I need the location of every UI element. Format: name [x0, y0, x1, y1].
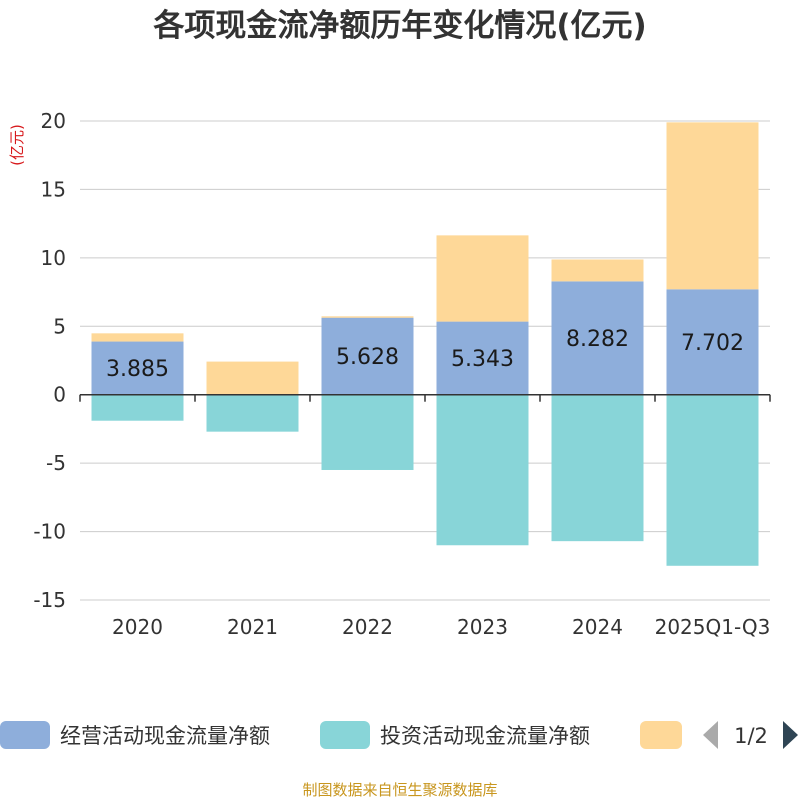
x-tick-label: 2023: [457, 615, 508, 639]
x-tick-label: 2020: [112, 615, 163, 639]
bar-series-2-2022[interactable]: [321, 316, 414, 318]
x-tick-label: 2024: [572, 615, 623, 639]
y-tick-label: 5: [53, 314, 66, 338]
y-tick-label: 0: [53, 383, 66, 407]
bar-series-0-2022[interactable]: [321, 317, 414, 395]
bar-series-2-2021[interactable]: [206, 361, 299, 395]
bar-series-2-2020[interactable]: [91, 333, 184, 342]
data-labels: 3.885 5.628 5.343 8.282 7.702: [106, 327, 744, 382]
bar-series-0-2024[interactable]: [551, 281, 644, 395]
bars: [91, 122, 759, 566]
y-tick-label: -15: [33, 588, 66, 612]
bar-series-2-2025Q1-Q3[interactable]: [666, 122, 759, 290]
y-tick-label: 10: [41, 246, 66, 270]
y-tick-label: -10: [33, 520, 66, 544]
chart-title: 各项现金流净额历年变化情况(亿元): [152, 8, 646, 44]
y-axis-ticks: 20 15 10 5 0 -5 -10 -15: [33, 109, 66, 612]
x-axis: [79, 393, 771, 402]
y-tick-label: 15: [41, 177, 66, 201]
legend-swatch-operating[interactable]: [0, 721, 50, 749]
legend-page-indicator: 1/2: [734, 724, 768, 748]
data-label-operating: 5.343: [451, 347, 514, 372]
y-axis-unit-label: (亿元): [8, 124, 26, 166]
x-axis-ticks: 2020 2021 2022 2023 2024 2025Q1-Q3: [112, 615, 770, 639]
bar-series-2-2024[interactable]: [551, 259, 644, 282]
legend: 经营活动现金流量净额 投资活动现金流量净额 1/2: [0, 721, 798, 749]
data-label-operating: 5.628: [336, 345, 399, 370]
legend-prev-page-icon[interactable]: [703, 721, 718, 749]
bar-series-1-2025Q1-Q3[interactable]: [666, 394, 759, 566]
bar-series-1-2022[interactable]: [321, 394, 414, 470]
legend-next-page-icon[interactable]: [783, 721, 798, 749]
x-tick-label: 2022: [342, 615, 393, 639]
x-tick-label: 2021: [227, 615, 278, 639]
legend-swatch-financing[interactable]: [640, 721, 682, 749]
bar-series-0-2023[interactable]: [436, 321, 529, 395]
bar-series-0-2025Q1-Q3[interactable]: [666, 289, 759, 395]
data-label-operating: 8.282: [566, 327, 629, 352]
y-tick-label: 20: [41, 109, 66, 133]
bar-series-0-2020[interactable]: [91, 341, 184, 395]
bar-series-1-2020[interactable]: [91, 394, 184, 421]
bar-series-1-2023[interactable]: [436, 394, 529, 546]
data-label-operating: 7.702: [681, 331, 744, 356]
y-tick-label: -5: [46, 451, 66, 475]
source-note: 制图数据来自恒生聚源数据库: [302, 781, 497, 799]
legend-swatch-investing[interactable]: [320, 721, 370, 749]
data-label-operating: 3.885: [106, 357, 169, 382]
bar-series-1-2021[interactable]: [206, 394, 299, 432]
legend-label-operating[interactable]: 经营活动现金流量净额: [60, 724, 270, 748]
x-tick-label: 2025Q1-Q3: [655, 615, 771, 639]
bar-series-1-2024[interactable]: [551, 394, 644, 542]
grid-lines: [80, 120, 770, 601]
legend-label-investing[interactable]: 投资活动现金流量净额: [380, 724, 590, 748]
bar-series-2-2023[interactable]: [436, 235, 529, 322]
